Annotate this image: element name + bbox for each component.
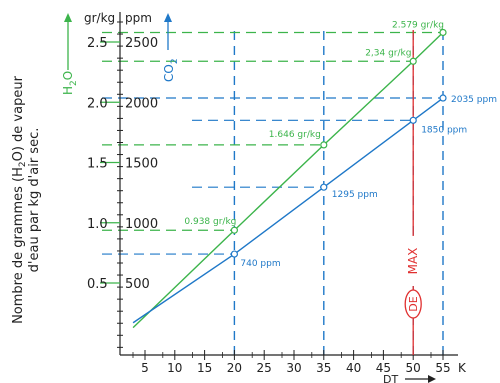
x-axis-title: DT bbox=[383, 373, 398, 383]
x-unit-label: K bbox=[458, 361, 467, 375]
co2-point-label-50: 1850 ppm bbox=[421, 125, 467, 135]
x-tick-label-25: 25 bbox=[257, 361, 272, 375]
co2-point-35 bbox=[320, 183, 328, 191]
co2-tick-label-2500: 2500 bbox=[125, 36, 158, 51]
x-tick-label-45: 45 bbox=[376, 361, 391, 375]
h2o-point-50 bbox=[409, 57, 417, 65]
h2o-point-label-20: 0.938 gr/kg bbox=[184, 217, 236, 227]
co2-tick-label-1500: 1500 bbox=[125, 157, 158, 172]
max-label: MAX bbox=[406, 248, 420, 275]
y-axis-title-line1: Nombre de grammes (H2O) de vapeur bbox=[11, 75, 28, 324]
max-label-bg bbox=[405, 236, 422, 286]
h2o-unit: gr/kg bbox=[84, 11, 115, 25]
h2o-point-label-50: 2,34 gr/kg bbox=[365, 48, 411, 58]
grid-lines bbox=[102, 30, 444, 355]
h2o-point-35 bbox=[320, 141, 328, 149]
h2o-point-label-55: 2.579 gr/kg bbox=[392, 20, 444, 30]
h2o-point-label-35: 1.646 gr/kg bbox=[269, 130, 321, 140]
h2o-point-20 bbox=[230, 226, 238, 234]
x-tick-label-30: 30 bbox=[286, 361, 301, 375]
h2o-tick-label-1.0: 1.0 bbox=[87, 217, 108, 232]
labels-layer: 5 10 15 20 25 30 35 40 45 50 55 K DT 0.5 1.0 1.5 2.0 2.5 5… bbox=[11, 11, 497, 383]
co2-tick-label-1000: 1000 bbox=[125, 217, 158, 232]
h2o-axis-name: H2O bbox=[61, 71, 79, 95]
h2o-tick-label-2.0: 2.0 bbox=[87, 96, 108, 111]
h2o-tick-label-2.5: 2.5 bbox=[87, 36, 108, 51]
co2-unit: ppm bbox=[125, 11, 152, 25]
co2-arrow-head bbox=[164, 13, 172, 22]
x-tick-label-5: 5 bbox=[141, 361, 149, 375]
x-tick-label-20: 20 bbox=[227, 361, 242, 375]
x-tick-label-10: 10 bbox=[167, 361, 182, 375]
co2-point-55 bbox=[439, 94, 447, 102]
h2o-tick-label-0.5: 0.5 bbox=[87, 277, 108, 292]
h2o-series-line bbox=[132, 31, 444, 329]
co2-tick-label-500: 500 bbox=[125, 277, 150, 292]
y-axis-title-line2: d'eau par kg d'air sec. bbox=[27, 128, 42, 273]
x-tick-label-50: 50 bbox=[406, 361, 421, 375]
x-tick-label-15: 15 bbox=[197, 361, 212, 375]
co2-point-label-20: 740 ppm bbox=[240, 259, 280, 269]
series-layer: MAX DE bbox=[132, 28, 447, 355]
x-arrow-head bbox=[428, 375, 436, 383]
h2o-point-55 bbox=[439, 28, 447, 37]
x-tick-label-40: 40 bbox=[346, 361, 361, 375]
h2o-tick-label-1.5: 1.5 bbox=[87, 157, 108, 172]
de-ellipse bbox=[404, 289, 422, 319]
co2-axis-name: CO2 bbox=[162, 58, 180, 82]
co2-point-label-35: 1295 ppm bbox=[332, 190, 378, 200]
x-tick-label-55: 55 bbox=[435, 361, 450, 375]
co2-point-50 bbox=[409, 116, 417, 124]
x-tick-label-35: 35 bbox=[316, 361, 331, 375]
co2-point-20 bbox=[230, 250, 238, 258]
de-label: DE bbox=[407, 296, 420, 311]
axes bbox=[100, 12, 458, 360]
co2-tick-label-2000: 2000 bbox=[125, 96, 158, 111]
h2o-arrow-head bbox=[64, 13, 72, 22]
co2-point-label-55: 2035 ppm bbox=[451, 95, 497, 105]
